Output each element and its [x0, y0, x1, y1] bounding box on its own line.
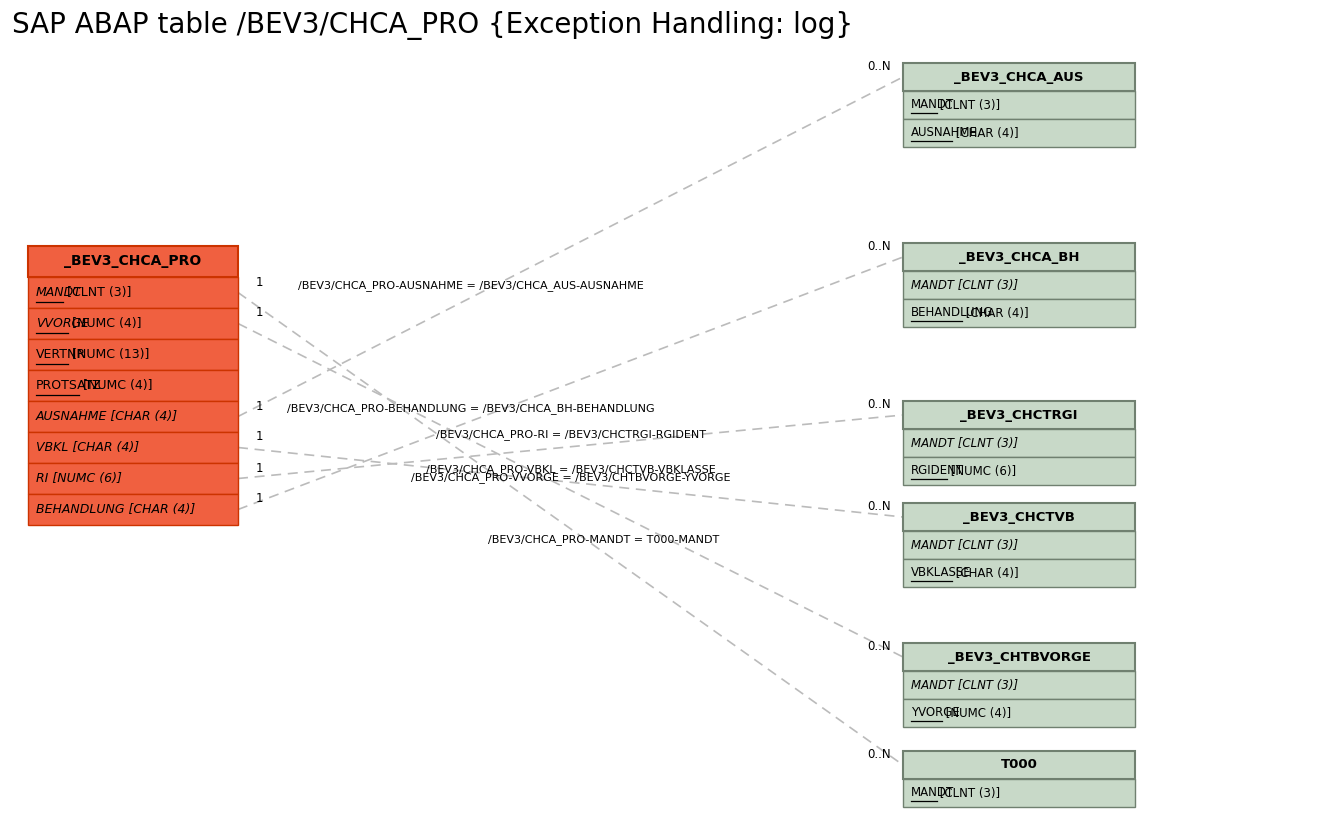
Text: PROTSATZ: PROTSATZ: [36, 379, 101, 392]
Bar: [28, 494, 239, 525]
Bar: [902, 503, 1134, 531]
Text: 0..N: 0..N: [868, 398, 890, 411]
Bar: [902, 429, 1134, 457]
Text: VVORGE: VVORGE: [36, 317, 89, 330]
Text: 1: 1: [256, 492, 264, 506]
Text: _BEV3_CHCA_AUS: _BEV3_CHCA_AUS: [954, 70, 1084, 83]
Text: _BEV3_CHCA_PRO: _BEV3_CHCA_PRO: [64, 254, 201, 268]
Text: 1: 1: [256, 462, 264, 474]
Text: /BEV3/CHCA_PRO-RI = /BEV3/CHCTRGI-RGIDENT: /BEV3/CHCA_PRO-RI = /BEV3/CHCTRGI-RGIDEN…: [436, 429, 705, 439]
Bar: [28, 432, 239, 463]
Bar: [28, 308, 239, 339]
Bar: [28, 277, 239, 308]
Text: /BEV3/CHCA_PRO-BEHANDLUNG = /BEV3/CHCA_BH-BEHANDLUNG: /BEV3/CHCA_PRO-BEHANDLUNG = /BEV3/CHCA_B…: [287, 403, 655, 414]
Text: [CHAR (4)]: [CHAR (4)]: [952, 126, 1018, 140]
Bar: [902, 671, 1134, 699]
Bar: [28, 339, 239, 370]
Text: VERTNR: VERTNR: [36, 348, 87, 361]
Text: [CLNT (3)]: [CLNT (3)]: [937, 98, 1001, 112]
Text: AUSNAHME: AUSNAHME: [910, 126, 978, 140]
Bar: [902, 751, 1134, 779]
Text: _BEV3_CHCTVB: _BEV3_CHCTVB: [962, 510, 1074, 524]
Text: /BEV3/CHCA_PRO-MANDT = T000-MANDT: /BEV3/CHCA_PRO-MANDT = T000-MANDT: [488, 534, 720, 545]
Text: RI [NUMC (6)]: RI [NUMC (6)]: [36, 472, 121, 485]
Bar: [902, 699, 1134, 727]
Bar: [28, 370, 239, 401]
Text: [NUMC (4)]: [NUMC (4)]: [68, 317, 141, 330]
Bar: [902, 299, 1134, 327]
Text: 1: 1: [256, 430, 264, 444]
Bar: [902, 63, 1134, 91]
Text: [NUMC (6)]: [NUMC (6)]: [946, 464, 1016, 477]
Text: T000: T000: [1001, 758, 1037, 771]
Text: BEHANDLUNG [CHAR (4)]: BEHANDLUNG [CHAR (4)]: [36, 503, 195, 516]
Text: AUSNAHME [CHAR (4)]: AUSNAHME [CHAR (4)]: [36, 410, 179, 423]
Bar: [28, 246, 239, 277]
Text: 0..N: 0..N: [868, 748, 890, 761]
Text: 0..N: 0..N: [868, 500, 890, 513]
Text: 0..N: 0..N: [868, 640, 890, 653]
Bar: [902, 119, 1134, 147]
Text: BEHANDLUNG: BEHANDLUNG: [910, 306, 993, 320]
Text: VBKL [CHAR (4)]: VBKL [CHAR (4)]: [36, 441, 139, 454]
Text: MANDT [CLNT (3)]: MANDT [CLNT (3)]: [910, 539, 1018, 552]
Bar: [902, 643, 1134, 671]
Text: MANDT [CLNT (3)]: MANDT [CLNT (3)]: [910, 678, 1018, 691]
Text: /BEV3/CHCA_PRO-AUSNAHME = /BEV3/CHCA_AUS-AUSNAHME: /BEV3/CHCA_PRO-AUSNAHME = /BEV3/CHCA_AUS…: [297, 280, 644, 291]
Text: MANDT: MANDT: [910, 786, 954, 800]
Bar: [902, 531, 1134, 559]
Bar: [902, 779, 1134, 807]
Text: [NUMC (4)]: [NUMC (4)]: [941, 706, 1010, 719]
Text: _BEV3_CHCTRGI: _BEV3_CHCTRGI: [960, 409, 1078, 421]
Bar: [902, 243, 1134, 271]
Text: MANDT [CLNT (3)]: MANDT [CLNT (3)]: [910, 436, 1018, 449]
Text: [CLNT (3)]: [CLNT (3)]: [63, 286, 132, 299]
Text: /BEV3/CHCA_PRO-VBKL = /BEV3/CHCTVB-VBKLASSE: /BEV3/CHCA_PRO-VBKL = /BEV3/CHCTVB-VBKLA…: [425, 464, 716, 475]
Text: [CLNT (3)]: [CLNT (3)]: [937, 786, 1001, 800]
Text: [NUMC (13)]: [NUMC (13)]: [68, 348, 149, 361]
Text: 1: 1: [256, 276, 264, 288]
Bar: [28, 463, 239, 494]
Text: _BEV3_CHTBVORGE: _BEV3_CHTBVORGE: [948, 651, 1090, 663]
Text: RGIDENT: RGIDENT: [910, 464, 964, 477]
Bar: [902, 271, 1134, 299]
Text: VBKLASSE: VBKLASSE: [910, 567, 972, 580]
Text: 0..N: 0..N: [868, 240, 890, 253]
Bar: [28, 401, 239, 432]
Text: YVORGE: YVORGE: [910, 706, 960, 719]
Bar: [902, 457, 1134, 485]
Text: [NUMC (4)]: [NUMC (4)]: [79, 379, 153, 392]
Bar: [902, 401, 1134, 429]
Text: MANDT: MANDT: [36, 286, 81, 299]
Bar: [902, 559, 1134, 587]
Text: 1: 1: [256, 400, 264, 412]
Text: [CHAR (4)]: [CHAR (4)]: [952, 567, 1018, 580]
Bar: [902, 91, 1134, 119]
Text: 1: 1: [256, 306, 264, 320]
Text: _BEV3_CHCA_BH: _BEV3_CHCA_BH: [958, 250, 1080, 263]
Text: /BEV3/CHCA_PRO-VVORGE = /BEV3/CHTBVORGE-YVORGE: /BEV3/CHCA_PRO-VVORGE = /BEV3/CHTBVORGE-…: [411, 472, 730, 483]
Text: MANDT: MANDT: [910, 98, 954, 112]
Text: [CHAR (4)]: [CHAR (4)]: [962, 306, 1029, 320]
Text: MANDT [CLNT (3)]: MANDT [CLNT (3)]: [910, 278, 1018, 292]
Text: SAP ABAP table /BEV3/CHCA_PRO {Exception Handling: log}: SAP ABAP table /BEV3/CHCA_PRO {Exception…: [12, 11, 853, 40]
Text: 0..N: 0..N: [868, 60, 890, 73]
